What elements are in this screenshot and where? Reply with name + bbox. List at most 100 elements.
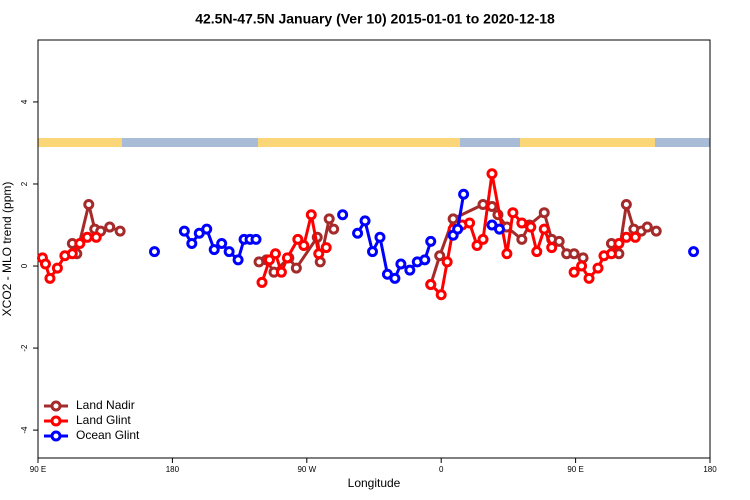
y-tick-label: -4 <box>20 426 29 434</box>
point-marker <box>516 233 528 245</box>
point-marker <box>256 276 268 288</box>
point-marker <box>328 223 340 235</box>
point-marker <box>74 237 86 249</box>
point-marker <box>148 246 160 258</box>
point-marker <box>389 272 401 284</box>
y-tick-label: 2 <box>20 181 29 186</box>
point-marker <box>201 223 213 235</box>
land-band <box>38 138 122 147</box>
point-marker <box>605 248 617 260</box>
land-mask-strip <box>38 138 710 147</box>
point-marker <box>576 260 588 272</box>
point-marker <box>90 231 102 243</box>
point-marker <box>81 231 93 243</box>
x-tick-label: 0 <box>439 465 444 474</box>
point-marker <box>620 198 632 210</box>
point-marker <box>525 221 537 233</box>
point-marker <box>232 254 244 266</box>
y-tick-label: -2 <box>20 344 29 352</box>
point-marker <box>452 223 464 235</box>
point-marker <box>425 235 437 247</box>
point-marker <box>447 213 459 225</box>
point-marker <box>531 246 543 258</box>
point-marker <box>501 248 513 260</box>
point-marker <box>568 266 580 278</box>
legend-marker <box>50 400 62 412</box>
x-tick-label: 90 E <box>30 465 46 474</box>
point-marker <box>419 254 431 266</box>
y-tick-label: 4 <box>20 99 29 104</box>
point-marker <box>441 256 453 268</box>
point-marker <box>374 231 386 243</box>
point-marker <box>613 237 625 249</box>
point-marker <box>620 231 632 243</box>
point-marker <box>404 264 416 276</box>
x-axis-label: Longitude <box>348 476 401 490</box>
point-marker <box>337 209 349 221</box>
point-marker <box>305 209 317 221</box>
point-marker <box>275 266 287 278</box>
legend-marker <box>50 430 62 442</box>
point-marker <box>216 237 228 249</box>
point-marker <box>395 258 407 270</box>
point-marker <box>477 233 489 245</box>
legend-label: Ocean Glint <box>76 428 140 442</box>
legend-label: Land Nadir <box>76 398 135 412</box>
x-tick-label: 90 E <box>567 465 583 474</box>
point-marker <box>688 246 700 258</box>
chart-title: 42.5N-47.5N January (Ver 10) 2015-01-01 … <box>195 11 555 27</box>
point-marker <box>44 272 56 284</box>
point-marker <box>290 262 302 274</box>
point-marker <box>546 242 558 254</box>
point-marker <box>477 198 489 210</box>
series-line <box>41 173 636 298</box>
point-marker <box>538 207 550 219</box>
point-marker <box>493 223 505 235</box>
point-marker <box>507 207 519 219</box>
point-marker <box>577 252 589 264</box>
point-marker <box>39 258 51 270</box>
point-marker <box>313 248 325 260</box>
point-marker <box>250 233 262 245</box>
point-marker <box>178 225 190 237</box>
y-tick-label: 0 <box>20 263 29 268</box>
point-marker <box>435 289 447 301</box>
x-tick-label: 180 <box>166 465 180 474</box>
point-marker <box>568 248 580 260</box>
point-marker <box>486 168 498 180</box>
point-marker <box>352 227 364 239</box>
point-marker <box>629 231 641 243</box>
point-marker <box>434 250 446 262</box>
point-marker <box>323 213 335 225</box>
point-marker <box>583 272 595 284</box>
point-marker <box>104 221 116 233</box>
point-marker <box>592 262 604 274</box>
point-marker <box>359 215 371 227</box>
point-marker <box>314 256 326 268</box>
land-band <box>520 138 655 147</box>
point-marker <box>208 244 220 256</box>
point-marker <box>553 235 565 247</box>
point-marker <box>223 246 235 258</box>
point-marker <box>471 240 483 252</box>
point-marker <box>263 254 275 266</box>
point-marker <box>458 188 470 200</box>
point-marker <box>66 248 78 260</box>
point-marker <box>641 221 653 233</box>
x-tick-label: 90 W <box>297 465 316 474</box>
point-marker <box>281 252 293 264</box>
plot-frame <box>37 39 711 459</box>
point-marker <box>425 278 437 290</box>
y-axis-label: XCO2 - MLO trend (ppm) <box>0 182 14 317</box>
point-marker <box>464 217 476 229</box>
point-marker <box>516 217 528 229</box>
point-marker <box>320 242 332 254</box>
point-marker <box>83 198 95 210</box>
land-band <box>258 138 460 147</box>
point-marker <box>51 262 63 274</box>
x-tick-label: 180 <box>703 465 717 474</box>
legend-marker <box>50 415 62 427</box>
point-marker <box>269 248 281 260</box>
point-marker <box>292 233 304 245</box>
